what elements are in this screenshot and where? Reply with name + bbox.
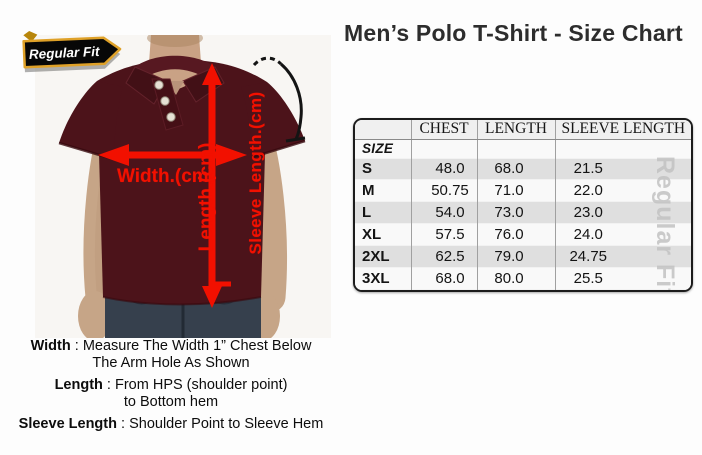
definition-text-line2: The Arm Hole As Shown bbox=[92, 355, 250, 371]
size-table-body: S 48.0 68.0 21.5 M 50.75 71.0 22.0 L 54.… bbox=[355, 158, 691, 290]
sleeve-curve-line bbox=[279, 62, 303, 140]
table-row: XL 57.5 76.0 24.0 bbox=[355, 223, 691, 246]
right-sleeve bbox=[241, 82, 305, 157]
table-row: 3XL 68.0 80.0 25.5 bbox=[355, 267, 691, 290]
chest-cell: 54.0 bbox=[410, 201, 477, 224]
polo-shirt-torso bbox=[97, 60, 267, 305]
definition-term: Sleeve Length bbox=[18, 416, 117, 432]
length-cell: 68.0 bbox=[476, 158, 555, 180]
table-header-row: CHEST LENGTH SLEEVE LENGTH bbox=[355, 120, 691, 140]
sleeve-cell: 25.5 bbox=[554, 267, 691, 290]
definition-text-line2: to Bottom hem bbox=[123, 394, 219, 410]
button-3 bbox=[166, 112, 176, 122]
page-title: Men’s Polo T-Shirt - Size Chart bbox=[344, 20, 683, 46]
mannequin-illustration bbox=[35, 35, 331, 338]
chest-cell: 62.5 bbox=[410, 245, 477, 268]
col-header-sleeve-length: SLEEVE LENGTH bbox=[554, 120, 691, 140]
sleeve-curve-endbar bbox=[285, 136, 306, 143]
collar-band bbox=[135, 55, 215, 79]
sleeve-cell: 24.75 bbox=[554, 245, 691, 268]
col-header-chest: CHEST bbox=[410, 120, 477, 140]
badge-body bbox=[22, 36, 122, 69]
definition-text: From HPS (shoulder point) bbox=[114, 377, 288, 393]
length-measure-label: Length.(cm) bbox=[196, 142, 217, 252]
sleeve-cell: 24.0 bbox=[554, 223, 691, 246]
size-cell: 3XL bbox=[362, 270, 390, 288]
table-row: S 48.0 68.0 21.5 bbox=[355, 158, 691, 180]
length-cell: 80.0 bbox=[476, 267, 555, 290]
chest-cell: 68.0 bbox=[410, 267, 477, 290]
sleeve-cell: 22.0 bbox=[554, 179, 691, 202]
size-table: CHEST LENGTH SLEEVE LENGTH SIZE S 48.0 6… bbox=[355, 120, 691, 290]
sleeve-cell: 23.0 bbox=[554, 201, 691, 224]
size-chart-panel: CHEST LENGTH SLEEVE LENGTH SIZE S 48.0 6… bbox=[353, 118, 693, 292]
size-label-row: SIZE bbox=[355, 139, 691, 158]
definition-term: Width bbox=[30, 338, 71, 354]
size-cell: M bbox=[362, 182, 375, 200]
definition-text: Measure The Width 1” Chest Below bbox=[82, 338, 312, 354]
measurement-definitions: Width : Measure The Width 1” Chest Below… bbox=[0, 338, 342, 438]
definition-text: Shoulder Point to Sleeve Hem bbox=[129, 416, 324, 432]
polo-shirt-photo bbox=[35, 35, 331, 338]
left-sleeve bbox=[59, 81, 123, 159]
width-arrowhead-right bbox=[216, 144, 247, 166]
size-cell: S bbox=[362, 160, 373, 178]
width-measure-label: Width.(cm) bbox=[117, 166, 215, 187]
length-definition: Length : From HPS (shoulder point) to Bo… bbox=[0, 377, 342, 411]
sleeve-curve-dashed bbox=[252, 56, 283, 67]
left-hand bbox=[78, 291, 112, 338]
size-cell: XL bbox=[362, 226, 382, 244]
length-cell: 76.0 bbox=[476, 223, 555, 246]
definition-term: Length bbox=[54, 377, 103, 393]
sleeve-measure-label: Sleeve Length.(cm) bbox=[246, 91, 265, 255]
size-cell: L bbox=[362, 204, 372, 222]
chest-cell: 50.75 bbox=[410, 179, 477, 202]
button-1 bbox=[154, 80, 164, 90]
table-row: 2XL 62.5 79.0 24.75 bbox=[355, 245, 691, 268]
chest-cell: 57.5 bbox=[410, 223, 477, 246]
length-arrowhead-bottom bbox=[202, 286, 222, 308]
length-arrowhead-top bbox=[202, 63, 222, 85]
length-cell: 73.0 bbox=[476, 201, 555, 224]
col-header-length: LENGTH bbox=[476, 120, 555, 140]
regular-fit-badge: Regular Fit bbox=[17, 26, 133, 73]
sleeve-cell: 21.5 bbox=[554, 158, 691, 180]
length-cell: 79.0 bbox=[476, 245, 555, 268]
table-footer-row bbox=[355, 289, 691, 290]
badge-fold bbox=[23, 30, 38, 42]
corner-cell bbox=[355, 120, 411, 140]
table-row: L 54.0 73.0 23.0 bbox=[355, 201, 691, 224]
table-row: M 50.75 71.0 22.0 bbox=[355, 179, 691, 202]
sleeve-length-definition: Sleeve Length : Shoulder Point to Sleeve… bbox=[18, 416, 324, 432]
length-cell: 71.0 bbox=[476, 179, 555, 202]
size-column-label: SIZE bbox=[362, 141, 394, 156]
width-arrowhead-left bbox=[98, 144, 129, 166]
size-cell: 2XL bbox=[362, 248, 390, 266]
badge-label: Regular Fit bbox=[29, 44, 101, 62]
button-2 bbox=[160, 96, 170, 106]
width-definition: Width : Measure The Width 1” Chest Below… bbox=[0, 338, 342, 372]
chest-cell: 48.0 bbox=[410, 158, 477, 180]
